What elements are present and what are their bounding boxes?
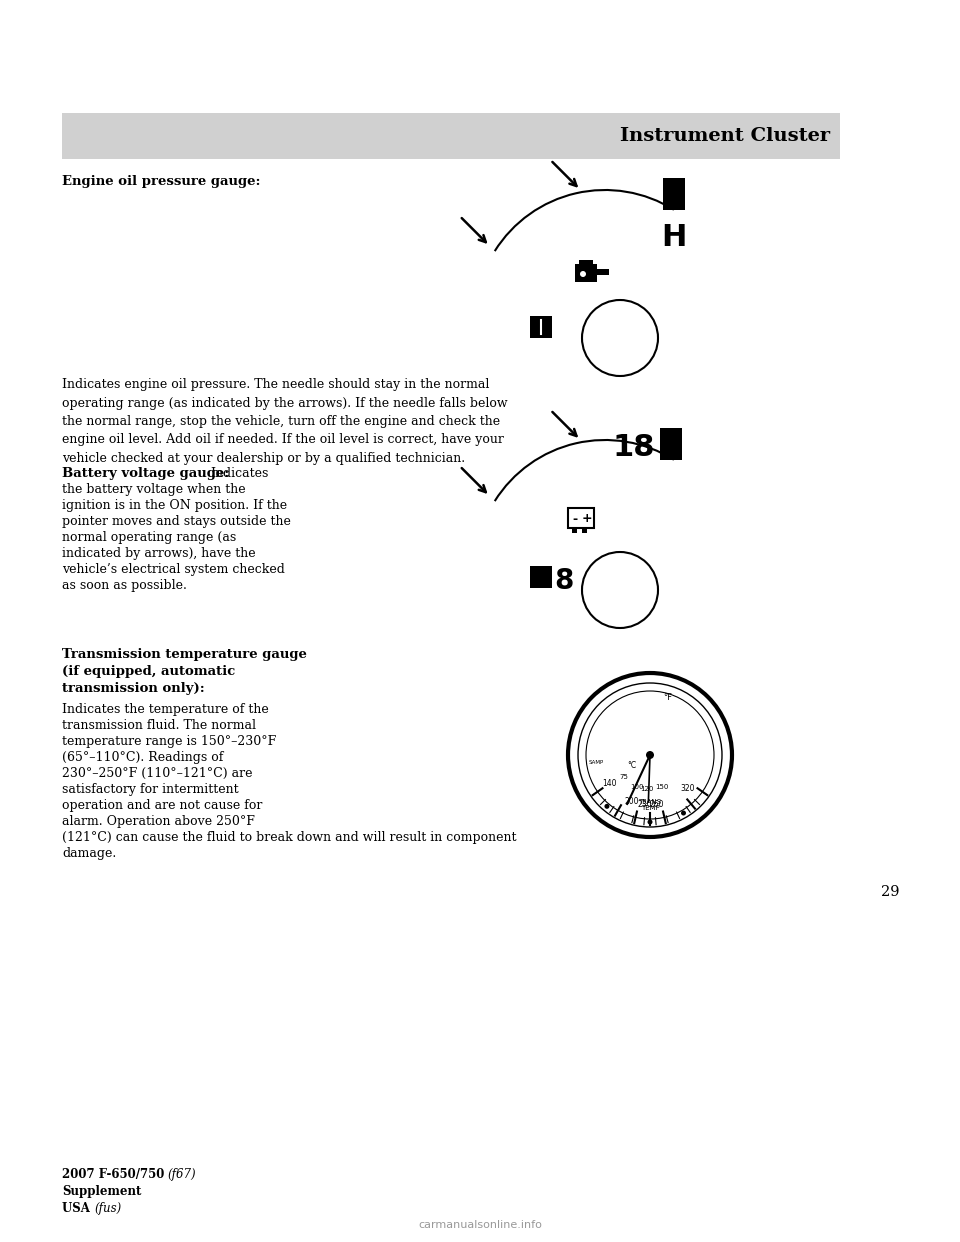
Text: the battery voltage when the: the battery voltage when the bbox=[62, 483, 246, 496]
Text: Indicates engine oil pressure. The needle should stay in the normal
operating ra: Indicates engine oil pressure. The needl… bbox=[62, 378, 508, 465]
Text: 120: 120 bbox=[640, 786, 654, 792]
Text: transmission only):: transmission only): bbox=[62, 682, 204, 696]
Text: (121°C) can cause the fluid to break down and will result in component: (121°C) can cause the fluid to break dow… bbox=[62, 831, 516, 845]
Text: TRANS
TEMP: TRANS TEMP bbox=[638, 799, 661, 811]
Text: 75: 75 bbox=[619, 774, 629, 780]
Text: ignition is in the ON position. If the: ignition is in the ON position. If the bbox=[62, 499, 287, 512]
Text: 18: 18 bbox=[612, 433, 655, 462]
Text: 230: 230 bbox=[637, 800, 652, 810]
Circle shape bbox=[586, 691, 714, 818]
Text: transmission fluid. The normal: transmission fluid. The normal bbox=[62, 719, 256, 732]
Text: operation and are not cause for: operation and are not cause for bbox=[62, 799, 262, 812]
Text: indicated by arrows), have the: indicated by arrows), have the bbox=[62, 546, 255, 560]
Text: H: H bbox=[661, 224, 686, 252]
Text: (fus): (fus) bbox=[94, 1202, 121, 1215]
Text: as soon as possible.: as soon as possible. bbox=[62, 579, 187, 592]
Circle shape bbox=[582, 301, 658, 376]
Text: Indicates: Indicates bbox=[210, 467, 269, 479]
Text: normal operating range (as: normal operating range (as bbox=[62, 532, 236, 544]
Circle shape bbox=[578, 683, 722, 827]
Text: vehicle’s electrical system checked: vehicle’s electrical system checked bbox=[62, 563, 285, 576]
Bar bbox=[579, 260, 593, 266]
Text: SAMP: SAMP bbox=[588, 760, 604, 765]
Text: USA: USA bbox=[62, 1202, 94, 1215]
Circle shape bbox=[605, 804, 610, 809]
Bar bbox=[663, 178, 685, 210]
Text: alarm. Operation above 250°F: alarm. Operation above 250°F bbox=[62, 815, 254, 828]
Text: Engine oil pressure gauge:: Engine oil pressure gauge: bbox=[62, 175, 260, 188]
Circle shape bbox=[582, 551, 658, 628]
Bar bbox=[660, 428, 682, 460]
Circle shape bbox=[580, 271, 586, 277]
Bar bbox=[568, 508, 594, 528]
Bar bbox=[530, 566, 552, 587]
Text: (if equipped, automatic: (if equipped, automatic bbox=[62, 664, 235, 678]
Text: 100: 100 bbox=[631, 784, 644, 790]
Bar bbox=[597, 270, 609, 274]
Circle shape bbox=[568, 673, 732, 837]
Bar bbox=[62, 113, 840, 159]
Text: damage.: damage. bbox=[62, 847, 116, 859]
Text: Indicates the temperature of the: Indicates the temperature of the bbox=[62, 703, 269, 715]
Text: (65°–110°C). Readings of: (65°–110°C). Readings of bbox=[62, 751, 224, 764]
Text: Supplement: Supplement bbox=[62, 1185, 141, 1199]
Text: +: + bbox=[582, 513, 592, 525]
Text: 8: 8 bbox=[554, 568, 573, 595]
Bar bbox=[530, 315, 552, 338]
Text: 230°–250°F (110°–121°C) are: 230°–250°F (110°–121°C) are bbox=[62, 768, 252, 780]
Text: -: - bbox=[572, 513, 578, 525]
Text: satisfactory for intermittent: satisfactory for intermittent bbox=[62, 782, 239, 796]
Text: 320: 320 bbox=[680, 784, 694, 792]
Text: Instrument Cluster: Instrument Cluster bbox=[620, 127, 830, 145]
Text: Battery voltage gauge:: Battery voltage gauge: bbox=[62, 467, 229, 479]
Text: 140: 140 bbox=[602, 779, 616, 789]
Text: Transmission temperature gauge: Transmission temperature gauge bbox=[62, 648, 307, 661]
Circle shape bbox=[647, 820, 653, 825]
Bar bbox=[572, 528, 577, 533]
Text: pointer moves and stays outside the: pointer moves and stays outside the bbox=[62, 515, 291, 528]
Text: 150: 150 bbox=[655, 784, 668, 790]
Text: °F: °F bbox=[663, 693, 673, 702]
Circle shape bbox=[681, 811, 686, 816]
Text: 260: 260 bbox=[650, 800, 664, 809]
Text: temperature range is 150°–230°F: temperature range is 150°–230°F bbox=[62, 735, 276, 748]
Text: 29: 29 bbox=[880, 886, 900, 899]
Text: carmanualsonline.info: carmanualsonline.info bbox=[418, 1220, 542, 1230]
Text: 200: 200 bbox=[624, 797, 638, 806]
Text: 2007 F-650/750: 2007 F-650/750 bbox=[62, 1167, 169, 1181]
Circle shape bbox=[646, 751, 654, 759]
Text: °C: °C bbox=[628, 760, 636, 770]
Bar bbox=[575, 265, 597, 282]
Bar bbox=[582, 528, 587, 533]
Text: (f67): (f67) bbox=[167, 1167, 196, 1181]
